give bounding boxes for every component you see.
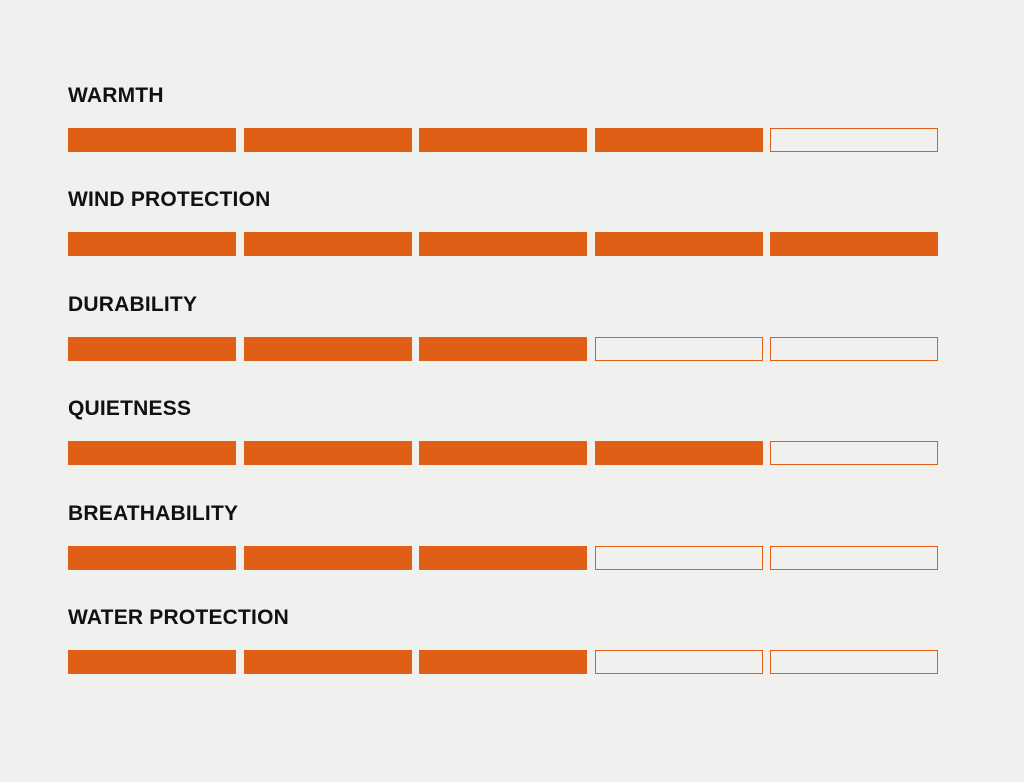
rating-segment-empty — [770, 128, 938, 152]
rating-segment-filled — [68, 128, 236, 152]
rating-segment-filled — [419, 232, 587, 256]
rating-segment-filled — [419, 441, 587, 465]
rating-segment-filled — [244, 128, 412, 152]
rating-segment-filled — [419, 650, 587, 674]
rating-segment-empty — [595, 650, 763, 674]
rating-segment-filled — [244, 232, 412, 256]
rating-bar — [68, 441, 938, 465]
rating-segment-empty — [595, 546, 763, 570]
rating-label: QUIETNESS — [68, 397, 192, 420]
rating-segment-filled — [595, 232, 763, 256]
rating-segment-filled — [68, 441, 236, 465]
rating-label: BREATHABILITY — [68, 502, 239, 525]
rating-segment-filled — [595, 441, 763, 465]
rating-segment-filled — [68, 546, 236, 570]
rating-label: DURABILITY — [68, 293, 198, 316]
rating-segment-empty — [595, 337, 763, 361]
rating-segment-filled — [595, 128, 763, 152]
rating-bar — [68, 128, 938, 152]
rating-bar — [68, 546, 938, 570]
rating-segment-filled — [244, 546, 412, 570]
rating-segment-empty — [770, 441, 938, 465]
rating-segment-filled — [419, 337, 587, 361]
rating-segment-filled — [770, 232, 938, 256]
rating-bar — [68, 650, 938, 674]
rating-segment-empty — [770, 546, 938, 570]
rating-bar — [68, 232, 938, 256]
rating-segment-filled — [244, 650, 412, 674]
rating-bar — [68, 337, 938, 361]
rating-segment-filled — [419, 128, 587, 152]
rating-segment-filled — [68, 650, 236, 674]
rating-segment-filled — [68, 232, 236, 256]
rating-label: WIND PROTECTION — [68, 188, 271, 211]
rating-segment-filled — [244, 441, 412, 465]
rating-segment-empty — [770, 337, 938, 361]
rating-segment-filled — [68, 337, 236, 361]
rating-label: WATER PROTECTION — [68, 606, 289, 629]
rating-segment-empty — [770, 650, 938, 674]
rating-label: WARMTH — [68, 84, 164, 107]
rating-segment-filled — [419, 546, 587, 570]
rating-segment-filled — [244, 337, 412, 361]
